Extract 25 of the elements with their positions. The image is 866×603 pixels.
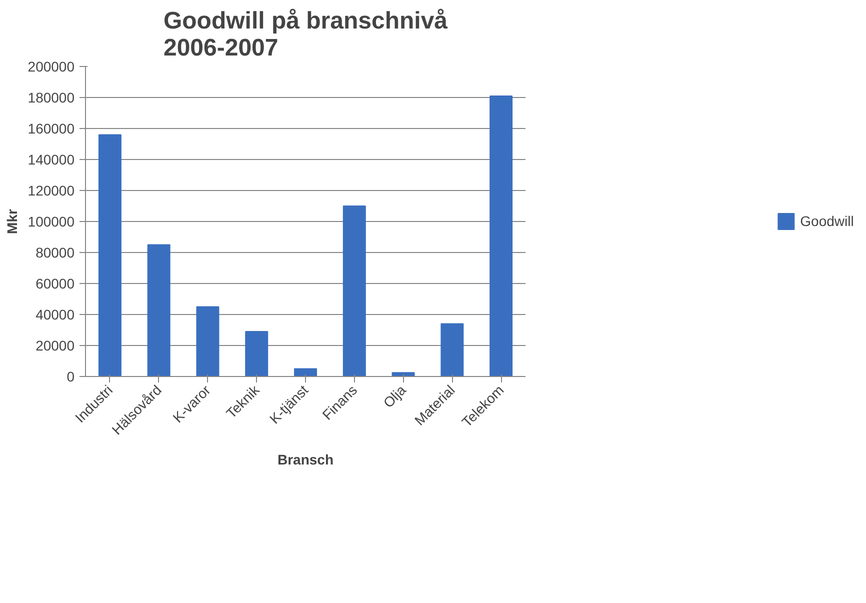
y-tick-label: 80000 (36, 244, 75, 260)
y-tick-label: 60000 (36, 276, 75, 292)
x-tick-label: Olja (380, 382, 410, 411)
y-tick-label: 200000 (28, 58, 75, 74)
bar (98, 134, 122, 376)
bar (392, 372, 415, 376)
bar (196, 306, 220, 376)
y-tick-label: 0 (66, 368, 75, 384)
x-axis-title: Bransch (277, 451, 334, 468)
y-axis-title: Mkr (4, 208, 20, 234)
y-tick-label: 100000 (28, 214, 75, 230)
legend-label: Goodwill (800, 213, 854, 229)
bar (147, 244, 170, 376)
bar (490, 95, 513, 376)
y-tick-label: 20000 (36, 338, 75, 354)
bar (245, 331, 268, 376)
y-tick-label: 140000 (28, 152, 75, 168)
y-tick-label: 180000 (28, 90, 75, 106)
y-tick-label: 120000 (28, 182, 75, 198)
bar (294, 368, 317, 376)
bar (342, 206, 366, 376)
chart-title: Goodwill på branschnivå 2006-2007 (163, 8, 448, 62)
bar (440, 323, 464, 376)
y-tick-label: 160000 (28, 120, 75, 136)
y-tick-label: 40000 (36, 306, 75, 322)
